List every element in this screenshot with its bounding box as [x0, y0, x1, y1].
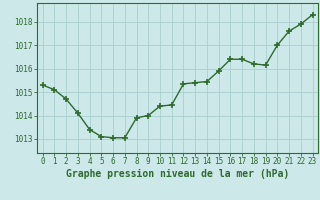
X-axis label: Graphe pression niveau de la mer (hPa): Graphe pression niveau de la mer (hPa)	[66, 169, 289, 179]
